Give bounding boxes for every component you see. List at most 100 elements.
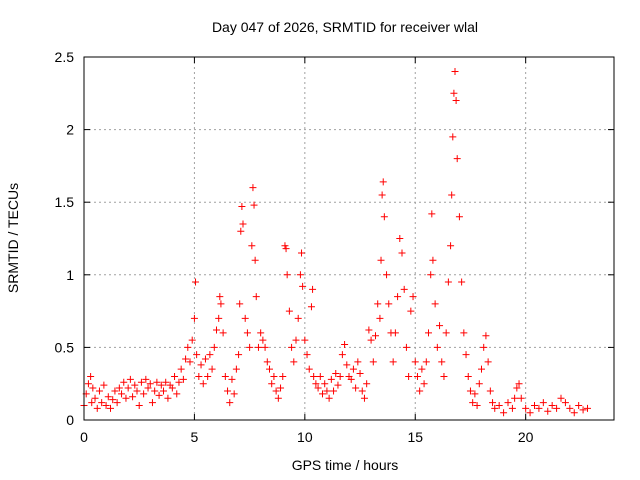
data-point	[305, 365, 313, 373]
data-point	[195, 372, 203, 380]
data-point	[436, 322, 444, 330]
data-point	[310, 372, 318, 380]
data-point	[378, 191, 386, 199]
data-point	[148, 399, 156, 407]
data-point	[508, 404, 516, 412]
data-point	[238, 203, 246, 211]
data-point	[184, 343, 192, 351]
data-point	[513, 384, 521, 392]
data-point	[427, 271, 435, 279]
data-point	[352, 384, 360, 392]
data-point	[389, 358, 397, 366]
data-point	[268, 380, 276, 388]
data-point	[379, 178, 387, 186]
data-point	[249, 184, 257, 192]
data-point	[367, 336, 375, 344]
data-point	[548, 401, 556, 409]
data-point	[511, 394, 519, 402]
data-point	[398, 249, 406, 257]
data-point	[448, 191, 456, 199]
data-point	[447, 242, 455, 250]
data-point	[517, 394, 525, 402]
data-point	[261, 343, 269, 351]
data-point	[374, 300, 382, 308]
data-point	[192, 278, 200, 286]
data-point	[246, 343, 254, 351]
data-point	[292, 336, 300, 344]
data-point	[396, 235, 404, 242]
data-point	[458, 278, 466, 286]
data-point	[451, 68, 459, 76]
data-point	[137, 378, 145, 386]
data-point	[210, 343, 218, 351]
data-point	[332, 370, 340, 378]
data-point	[294, 314, 302, 322]
data-point	[175, 378, 183, 386]
data-point	[438, 358, 446, 366]
data-point	[413, 372, 421, 380]
data-point	[544, 407, 552, 415]
x-axis-label: GPS time / hours	[292, 457, 399, 473]
data-point	[428, 210, 436, 218]
data-point	[303, 351, 311, 359]
data-point	[539, 399, 547, 407]
data-point	[314, 384, 322, 392]
data-point	[363, 380, 371, 388]
data-point	[283, 271, 291, 279]
x-tick-label: 20	[518, 429, 534, 445]
data-point	[104, 393, 112, 401]
data-point	[566, 404, 574, 412]
y-tick-label: 0.5	[55, 339, 75, 355]
data-point	[462, 351, 470, 359]
data-point	[109, 396, 117, 404]
data-point	[405, 372, 413, 380]
data-point	[243, 329, 251, 337]
axis-ticks: 0 5 10 15 20 0 0.5 1 1.5 2 2.5	[55, 49, 614, 445]
data-point	[206, 351, 214, 359]
data-point	[281, 242, 289, 250]
data-point	[87, 372, 95, 380]
data-point	[115, 384, 123, 392]
data-point	[236, 300, 244, 308]
data-point	[95, 387, 103, 395]
data-point	[219, 329, 227, 337]
data-point	[88, 399, 96, 407]
data-point	[429, 256, 437, 264]
data-point	[327, 375, 335, 383]
data-point	[251, 256, 259, 264]
data-point	[164, 394, 172, 402]
data-point	[272, 387, 280, 395]
data-point	[217, 300, 225, 308]
data-point	[84, 380, 92, 388]
y-tick-label: 2	[66, 122, 74, 138]
data-point	[489, 399, 497, 407]
y-tick-label: 1	[66, 267, 74, 283]
data-point	[338, 351, 346, 359]
data-point	[460, 329, 468, 337]
data-point	[394, 293, 402, 301]
data-point	[464, 372, 472, 380]
data-point	[402, 343, 410, 351]
data-point	[309, 285, 317, 293]
data-point	[466, 387, 474, 395]
data-point	[411, 358, 419, 366]
data-point	[241, 314, 249, 322]
grid-lines	[84, 57, 614, 420]
data-point	[204, 372, 212, 380]
data-point	[561, 399, 569, 407]
data-point	[312, 380, 320, 388]
data-point	[376, 314, 384, 322]
data-point	[102, 401, 110, 409]
data-point	[221, 372, 229, 380]
data-point	[380, 213, 388, 221]
data-point	[171, 372, 179, 380]
data-point	[254, 343, 262, 351]
data-point	[330, 387, 338, 395]
data-point	[248, 242, 256, 250]
data-point	[151, 387, 159, 395]
data-point	[298, 249, 306, 257]
x-tick-label: 5	[191, 429, 199, 445]
x-tick-label: 10	[297, 429, 313, 445]
x-tick-label: 0	[80, 429, 88, 445]
data-point	[250, 201, 258, 209]
